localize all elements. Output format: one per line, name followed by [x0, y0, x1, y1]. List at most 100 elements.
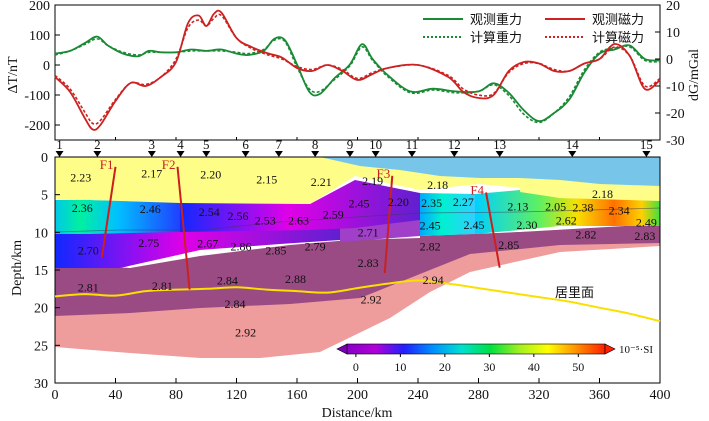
right-tick-label: 20 [666, 0, 680, 14]
curie-surface-line [54, 279, 661, 323]
density-label: 2.85 [265, 243, 286, 257]
distance-tick-label: 360 [589, 388, 610, 403]
density-label: 2.45 [420, 219, 441, 233]
density-label: 2.56 [228, 209, 249, 223]
colorbar-tick-label: 0 [353, 360, 359, 374]
station-triangle [568, 151, 577, 157]
density-label: 2.79 [305, 240, 326, 254]
distance-tick-label: 320 [529, 388, 550, 403]
top-left-axis-label: ΔT/nT [6, 56, 21, 93]
station-triangle [311, 151, 320, 157]
station-triangle [147, 151, 156, 157]
layer-upper-crust-d [475, 190, 660, 234]
density-label: 2.54 [199, 205, 220, 219]
left-tick-label: 0 [43, 59, 50, 74]
right-tick-label: -10 [666, 80, 685, 95]
legend-label-computed-magnetic: 计算磁力 [592, 30, 644, 45]
density-label: 2.63 [288, 213, 309, 227]
depth-tick-label: 15 [34, 264, 48, 279]
colorbar-ticks: 0 10 20 30 40 50 [353, 354, 584, 374]
density-labels: 2.23 2.17 2.20 2.15 2.21 2.19 2.18 2.18 2.36 2.46… [70, 167, 657, 340]
legend-label-observed-gravity: 观测重力 [470, 12, 522, 27]
station-triangle [407, 151, 416, 157]
fault-label: F3 [377, 166, 391, 181]
density-label: 2.34 [609, 203, 630, 217]
density-label: 2.20 [388, 195, 409, 209]
distance-tick-label: 200 [347, 388, 368, 403]
distance-tick-label: 80 [169, 388, 183, 403]
density-label: 2.27 [453, 195, 474, 209]
station-label: 6 [242, 137, 249, 152]
station-triangle [495, 151, 504, 157]
density-label: 2.84 [217, 274, 238, 288]
station-label: 13 [493, 137, 506, 152]
density-label: 2.45 [349, 197, 370, 211]
top-right-axis-label: dG/mGal [687, 49, 702, 101]
density-label: 2.18 [592, 187, 613, 201]
legend-label-computed-gravity: 计算重力 [470, 30, 522, 45]
station-triangle [55, 151, 64, 157]
station-label: 12 [448, 137, 461, 152]
density-label: 2.82 [575, 228, 596, 242]
density-label: 2.88 [285, 272, 306, 286]
density-label: 2.59 [323, 207, 344, 221]
density-label: 2.84 [224, 297, 245, 311]
depth-tick-label: 30 [34, 377, 48, 392]
station-label: 9 [347, 137, 354, 152]
density-label: 2.17 [141, 167, 162, 181]
station-label: 4 [177, 137, 184, 152]
fault-label: F1 [100, 157, 114, 172]
density-label: 2.62 [556, 213, 577, 227]
station-triangle [274, 151, 283, 157]
colorbar-tick-label: 20 [439, 360, 451, 374]
density-label: 2.92 [361, 292, 382, 306]
layer-upper-crust-b [180, 180, 420, 232]
section-layers [55, 157, 660, 358]
fault-line [485, 192, 501, 268]
density-label: 2.46 [140, 202, 161, 216]
station-label: 1 [56, 137, 63, 152]
right-tick-label: 0 [666, 53, 673, 68]
top-plot-frame [54, 4, 661, 141]
layer-upper-crust-a [55, 200, 180, 234]
density-label: 2.23 [70, 170, 91, 184]
station-triangle [371, 151, 380, 157]
station-label: 2 [94, 137, 101, 152]
legend: 观测重力 观测磁力 计算重力 计算磁力 [423, 12, 644, 45]
station-triangle [642, 151, 651, 157]
depth-tick-label: 25 [34, 339, 48, 354]
left-axis-ticks: 200 100 0 -100 -200 [24, 0, 661, 140]
colorbar-tick-label: 10 [394, 360, 406, 374]
station-label: 7 [276, 137, 283, 152]
layer-surface-water [320, 157, 660, 186]
density-label: 2.20 [200, 167, 221, 181]
colorbar-tick-label: 40 [528, 360, 540, 374]
anomaly-curves [54, 9, 661, 131]
depth-tick-label: 10 [34, 226, 48, 241]
station-label: 8 [312, 137, 319, 152]
station-label: 5 [203, 137, 210, 152]
station-triangle [202, 151, 211, 157]
faults: F1 F2 F3 F4 [100, 157, 501, 290]
fault-line [100, 166, 117, 258]
density-label: 2.53 [255, 213, 276, 227]
density-label: 2.82 [420, 240, 441, 254]
colorbar-tick-label: 30 [483, 360, 495, 374]
legend-label-observed-magnetic: 观测磁力 [592, 12, 644, 27]
curie-surface-label: 居里面 [555, 285, 594, 300]
station-triangle [450, 151, 459, 157]
layer-boundary-line [55, 207, 660, 233]
series-magnetic-computed [54, 13, 661, 125]
distance-tick-label: 240 [408, 388, 429, 403]
density-label: 2.70 [78, 243, 99, 257]
station-label: 3 [149, 137, 156, 152]
colorbar-left-arrow [336, 343, 348, 355]
distance-tick-label: 0 [52, 388, 59, 403]
station-label: 15 [640, 137, 653, 152]
density-label: 2.15 [256, 173, 277, 187]
density-label: 2.49 [636, 216, 657, 230]
